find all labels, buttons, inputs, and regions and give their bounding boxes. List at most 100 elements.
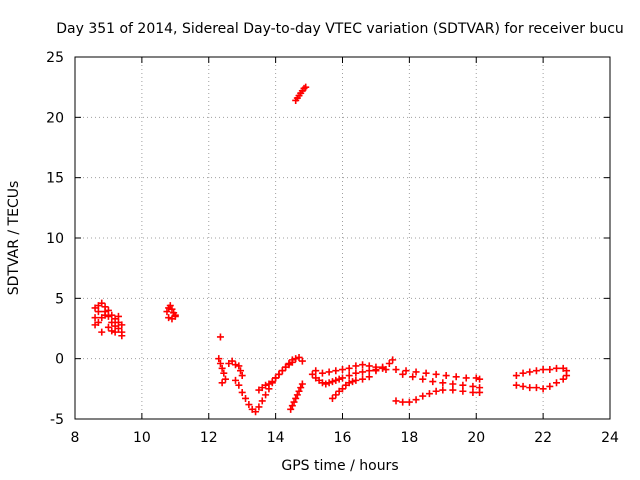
data-point [392,397,400,405]
data-point [216,333,224,341]
data-point [352,369,360,377]
data-point [392,366,400,374]
series-arc-13.9h [268,353,306,387]
data-point [232,376,239,384]
series-arc-17.6h-low [392,386,484,406]
data-point [359,368,367,376]
data-point [399,398,407,406]
data-point [332,367,340,375]
x-tick-label: 12 [200,430,218,446]
data-point [114,325,122,332]
data-point [171,312,179,320]
data-point [512,372,520,380]
data-point [472,374,480,382]
data-point [459,387,467,395]
data-point [412,368,420,376]
data-point [252,408,260,416]
data-point [365,362,373,370]
data-point [220,369,228,377]
y-tick-label: 20 [46,110,64,126]
data-point [335,375,343,383]
data-point [94,308,102,316]
x-tick-label: 14 [267,430,285,446]
data-point [476,388,484,396]
data-point [379,364,387,372]
data-point [345,379,353,387]
series-arc-15.7h-lower [328,373,373,402]
data-point [332,391,340,399]
data-point [419,375,427,383]
data-point [318,379,326,387]
data-point [359,375,367,383]
data-point [302,83,310,91]
data-point [345,372,353,380]
x-tick-label: 18 [400,430,418,446]
data-point [216,359,224,367]
data-point [295,387,303,395]
data-point [359,361,367,369]
data-point [432,370,440,378]
y-tick-label: -5 [50,412,64,428]
data-point [328,394,336,402]
y-tick-label: 5 [55,291,64,307]
chart-title: Day 351 of 2014, Sidereal Day-to-day VTE… [56,21,624,37]
data-point [101,308,109,316]
data-point [399,370,407,378]
data-point [519,382,527,390]
x-tick-label: 8 [71,430,80,446]
data-point [290,398,298,406]
data-point [218,379,226,387]
series-arc-15.2h-upper [312,361,387,377]
data-point [539,366,547,374]
grid [75,57,610,419]
data-point [232,361,239,369]
data-point [118,321,126,329]
y-tick-label: 10 [46,231,64,247]
data-point [104,323,112,331]
series-arc-12.7h [225,357,246,389]
data-point [432,387,440,395]
series-arc-13.0h [238,385,273,416]
data-point [163,308,171,316]
data-point [292,394,300,402]
data-point [449,380,457,388]
data-point [308,370,316,378]
data-point [339,366,346,374]
data-point [442,372,450,380]
data-point [345,364,353,372]
data-point [429,378,437,386]
data-point [469,382,477,390]
data-point [339,385,346,393]
data-point [322,380,330,388]
data-point [539,385,547,393]
data-point [526,368,534,376]
data-point [258,397,266,405]
data-point [325,368,333,376]
series-arc-14.5h-low [287,380,306,413]
data-point [287,405,295,413]
y-tick-label: 15 [46,171,64,187]
series-band-18h-20h-mid [399,370,484,392]
series-arc-15.1h [308,356,397,388]
data-point [459,381,467,389]
data-point [278,367,286,375]
data-point [262,391,270,399]
data-point [262,381,270,389]
y-tick-label: 0 [55,352,64,368]
data-point [293,391,301,399]
series-cluster-10.8h [163,302,179,323]
x-tick-label: 16 [334,430,352,446]
data-point [238,388,246,396]
x-tick-label: 20 [467,430,485,446]
data-point [532,384,540,392]
data-point [559,375,567,383]
data-point [288,358,296,366]
data-point [425,390,433,398]
series-arc-21.2h [512,364,571,380]
data-point [275,370,283,378]
data-point [288,402,296,410]
data-point [532,367,540,375]
data-point [245,401,253,409]
data-point [221,375,229,383]
